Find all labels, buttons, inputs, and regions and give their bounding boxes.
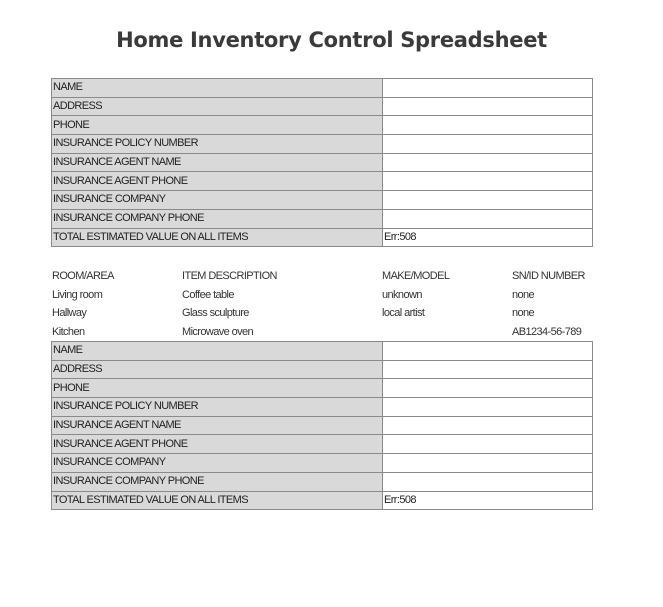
owner-info-table: NAME ADDRESS PHONE INSURANCE POLICY NUMBER I…	[51, 78, 593, 248]
cell[interactable]: none	[512, 288, 535, 301]
info-row: ADDRESS	[51, 96, 593, 117]
field-label: TOTAL ESTIMATED VALUE ON ALL ITEMS	[51, 227, 383, 248]
cell[interactable]: Glass sculpture	[182, 307, 249, 320]
info-row: NAME	[51, 341, 593, 361]
cell[interactable]: Hallway	[52, 307, 87, 320]
info-row: INSURANCE AGENT NAME	[51, 415, 593, 436]
info-row: INSURANCE COMPANY PHONE	[51, 471, 593, 492]
item-row: Kitchen Microwave oven AB1234-56-789	[52, 323, 597, 342]
info-row: TOTAL ESTIMATED VALUE ON ALL ITEMS Err:50…	[51, 490, 593, 511]
info-row: INSURANCE POLICY NUMBER	[51, 134, 593, 154]
field-value-cell[interactable]	[382, 359, 593, 380]
field-value-cell[interactable]: Err:508	[382, 227, 593, 248]
info-row: INSURANCE COMPANY	[51, 190, 593, 210]
items-header-row: ROOM/AREA ITEM DESCRIPTION MAKE/MODEL SN/ID…	[52, 267, 597, 286]
cell[interactable]: AB1234-56-789	[512, 326, 582, 339]
field-label: TOTAL ESTIMATED VALUE ON ALL ITEMS	[51, 490, 383, 511]
field-label: INSURANCE AGENT NAME	[51, 152, 383, 173]
field-label: INSURANCE AGENT NAME	[51, 415, 383, 436]
field-value-cell[interactable]	[382, 152, 593, 173]
cell[interactable]: ITEM DESCRIPTION	[182, 270, 278, 282]
page-title: Home Inventory Control Spreadsheet	[116, 28, 547, 52]
info-row: INSURANCE POLICY NUMBER	[51, 397, 593, 417]
info-row: TOTAL ESTIMATED VALUE ON ALL ITEMS Err:50…	[51, 227, 593, 248]
field-value-cell[interactable]	[382, 171, 593, 192]
item-row: Hallway Glass sculpture local artist none	[52, 304, 597, 323]
field-value-cell[interactable]	[382, 434, 593, 455]
cell[interactable]: Living room	[52, 288, 103, 301]
field-value-cell[interactable]	[382, 78, 593, 98]
cell[interactable]: Microwave oven	[182, 326, 254, 339]
field-label: INSURANCE COMPANY	[51, 453, 383, 473]
cell[interactable]: ROOM/AREA	[52, 270, 114, 282]
cell[interactable]: Coffee table	[182, 288, 235, 301]
field-value-cell[interactable]	[382, 397, 593, 417]
field-label: NAME	[51, 341, 383, 361]
field-label: INSURANCE COMPANY	[51, 190, 383, 210]
cell[interactable]: Kitchen	[52, 326, 85, 339]
field-value-cell[interactable]	[382, 190, 593, 210]
info-row: INSURANCE AGENT PHONE	[51, 434, 593, 455]
field-value-cell[interactable]	[382, 453, 593, 473]
field-value-cell[interactable]	[382, 208, 593, 229]
field-label: PHONE	[51, 115, 383, 136]
field-value-cell[interactable]	[382, 415, 593, 436]
owner-info-table-2: NAME ADDRESS PHONE INSURANCE POLICY NUMBER I…	[51, 341, 593, 511]
cell[interactable]: MAKE/MODEL	[382, 270, 450, 282]
info-row: NAME	[51, 78, 593, 98]
field-label: INSURANCE AGENT PHONE	[51, 434, 383, 455]
info-row: INSURANCE COMPANY PHONE	[51, 208, 593, 229]
info-row: PHONE	[51, 378, 593, 399]
field-label: INSURANCE COMPANY PHONE	[51, 471, 383, 492]
cell[interactable]: local artist	[382, 307, 425, 320]
info-row: INSURANCE COMPANY	[51, 453, 593, 473]
info-row: ADDRESS	[51, 359, 593, 380]
item-row: Living room Coffee table unknown none	[52, 286, 597, 305]
field-label: ADDRESS	[51, 359, 383, 380]
cell[interactable]: none	[512, 307, 535, 320]
field-label: INSURANCE AGENT PHONE	[51, 171, 383, 192]
field-label: PHONE	[51, 378, 383, 399]
inventory-items: ROOM/AREA ITEM DESCRIPTION MAKE/MODEL SN/ID…	[52, 267, 597, 342]
info-row: PHONE	[51, 115, 593, 136]
field-value-cell[interactable]	[382, 471, 593, 492]
cell[interactable]: SN/ID NUMBER	[512, 270, 585, 282]
field-label: ADDRESS	[51, 96, 383, 117]
field-value-cell[interactable]	[382, 96, 593, 117]
field-label: INSURANCE POLICY NUMBER	[51, 397, 383, 417]
info-row: INSURANCE AGENT NAME	[51, 152, 593, 173]
field-label: INSURANCE POLICY NUMBER	[51, 134, 383, 154]
field-value-cell[interactable]	[382, 378, 593, 399]
field-value-cell[interactable]	[382, 115, 593, 136]
field-value-cell[interactable]	[382, 341, 593, 361]
field-label: NAME	[51, 78, 383, 98]
cell[interactable]: unknown	[382, 288, 422, 301]
field-label: INSURANCE COMPANY PHONE	[51, 208, 383, 229]
field-value-cell[interactable]	[382, 134, 593, 154]
info-row: INSURANCE AGENT PHONE	[51, 171, 593, 192]
field-value-cell[interactable]: Err:508	[382, 490, 593, 511]
